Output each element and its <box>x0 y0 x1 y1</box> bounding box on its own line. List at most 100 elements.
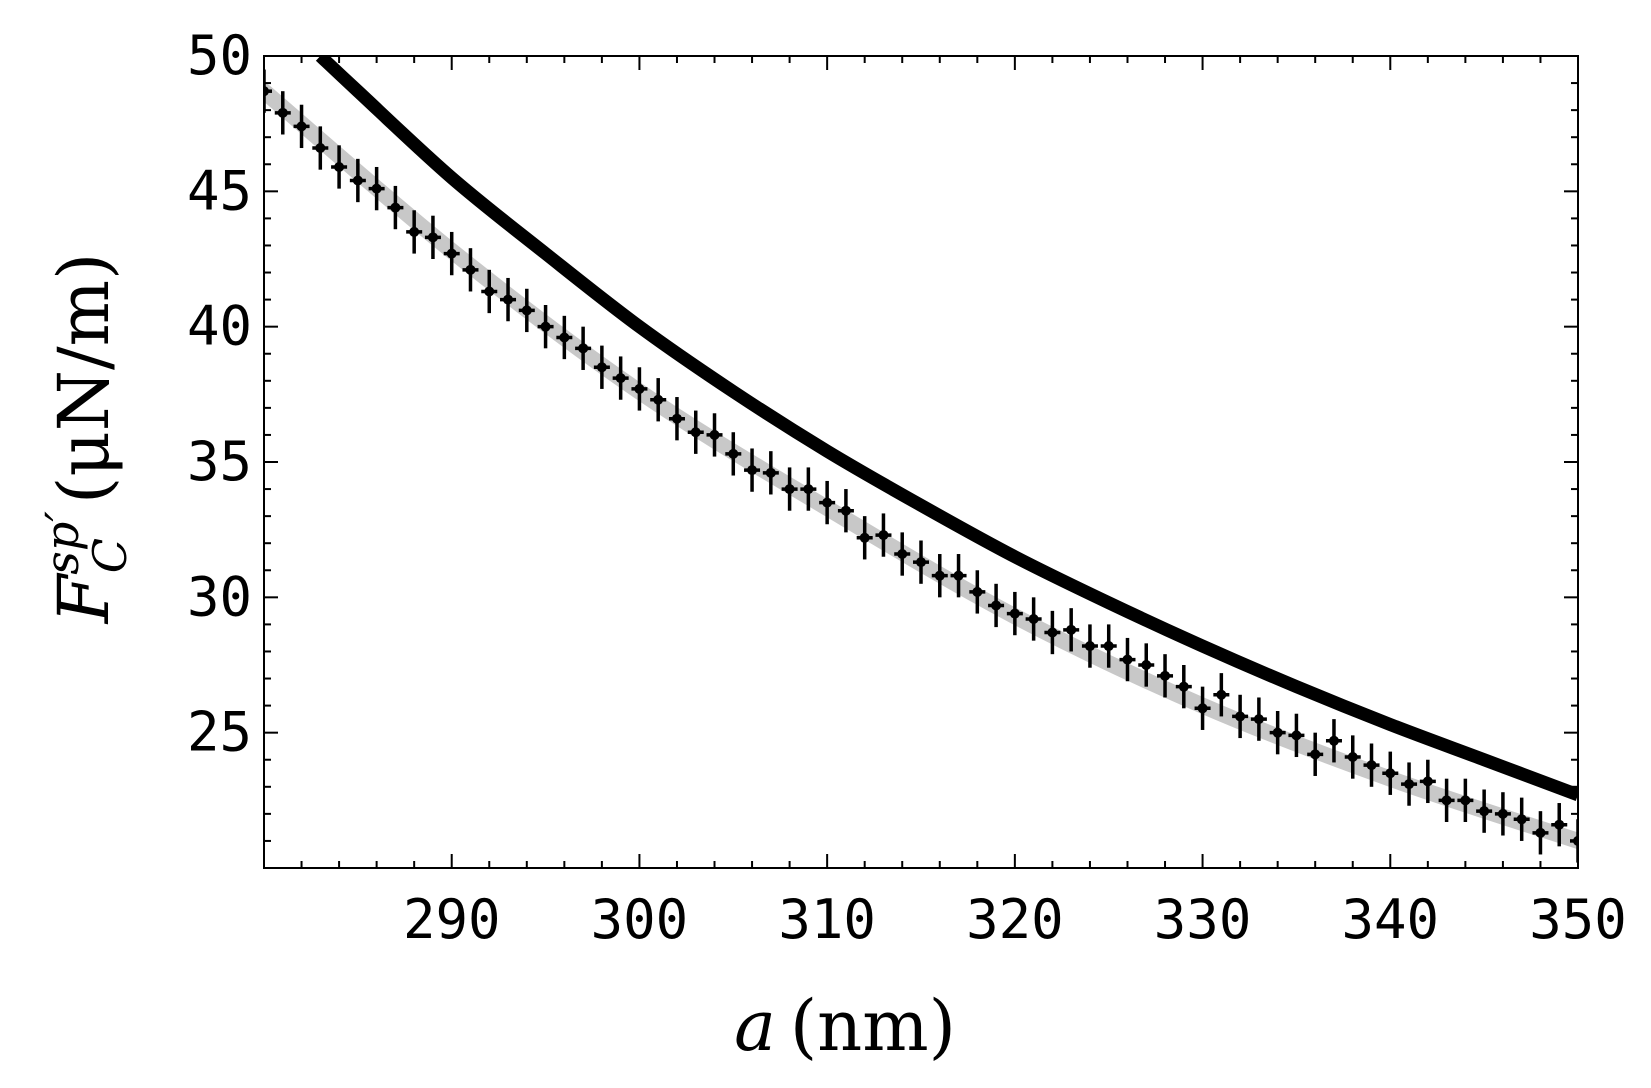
point-marker <box>315 143 326 154</box>
data-point <box>1325 719 1342 763</box>
point-marker <box>878 530 889 541</box>
y-tick-label: 35 <box>187 430 252 493</box>
tick-labels: 290 300 310 320 330 340 350 25 30 35 40 45 50 <box>187 24 1627 951</box>
point-marker <box>747 465 758 476</box>
data-point <box>462 248 479 292</box>
point-marker <box>1272 727 1283 738</box>
point-marker <box>1366 760 1377 771</box>
data-point <box>1157 654 1174 698</box>
data-point <box>518 288 535 333</box>
x-tick-label: 310 <box>778 888 876 951</box>
y-tick-label: 40 <box>187 295 252 358</box>
data-point <box>612 356 629 400</box>
data-point <box>1344 735 1361 779</box>
point-marker <box>784 484 795 495</box>
point-marker <box>634 383 645 394</box>
point-marker <box>352 175 363 186</box>
x-tick-label: 340 <box>1342 888 1440 951</box>
data-point <box>875 513 892 557</box>
point-marker <box>972 586 983 597</box>
point-marker <box>1066 624 1077 635</box>
point-marker <box>1497 808 1508 819</box>
data-point <box>331 145 348 189</box>
data-point <box>1269 711 1286 755</box>
point-marker <box>765 467 776 478</box>
data-point <box>1476 789 1493 833</box>
data-point <box>894 532 911 576</box>
point-marker <box>1460 795 1471 806</box>
x-axis-label: a (nm) <box>734 985 956 1067</box>
data-point <box>264 69 272 113</box>
data-point <box>1250 697 1267 741</box>
y-axis-sup: sp′ <box>35 511 89 575</box>
point-marker <box>334 161 345 172</box>
point-marker <box>991 600 1002 611</box>
point-marker <box>934 570 945 581</box>
point-marker <box>690 427 701 438</box>
point-marker <box>1385 768 1396 779</box>
point-marker <box>1535 827 1546 838</box>
data-point <box>1401 762 1418 806</box>
point-marker <box>1291 730 1302 741</box>
data-points-layer <box>264 69 1578 863</box>
x-tick-label: 320 <box>966 888 1064 951</box>
point-marker <box>296 121 307 132</box>
point-marker <box>1160 670 1171 681</box>
data-point <box>575 326 592 370</box>
point-marker <box>1479 806 1490 817</box>
point-marker <box>503 294 514 305</box>
data-point <box>481 269 498 314</box>
point-marker <box>1328 735 1339 746</box>
data-point <box>650 378 667 422</box>
data-point <box>406 210 423 254</box>
data-point <box>931 554 948 598</box>
plot-frame <box>263 55 1579 869</box>
data-point <box>1513 797 1530 841</box>
point-marker <box>840 505 851 516</box>
ticks-layer <box>263 55 1579 869</box>
data-point <box>837 489 854 533</box>
data-point <box>706 413 723 457</box>
data-point <box>1119 637 1136 682</box>
data-point <box>593 345 610 389</box>
x-tick-label: 290 <box>403 888 501 951</box>
point-marker <box>1122 654 1133 665</box>
data-point <box>1194 686 1211 730</box>
point-marker <box>653 394 664 405</box>
data-point <box>1494 792 1511 836</box>
point-marker <box>390 202 401 213</box>
x-tick-label: 300 <box>591 888 689 951</box>
data-point <box>819 480 836 525</box>
x-tick-label: 330 <box>1154 888 1252 951</box>
y-axis-sub: C <box>83 538 137 573</box>
point-marker <box>596 362 607 373</box>
x-axis-var: a <box>734 985 776 1067</box>
point-marker <box>1441 795 1452 806</box>
point-marker <box>521 305 532 316</box>
point-marker <box>897 549 908 560</box>
point-marker <box>1347 752 1358 763</box>
point-marker <box>1178 681 1189 692</box>
data-point <box>1457 778 1474 822</box>
y-tick-label: 50 <box>187 24 252 87</box>
data-point <box>1532 811 1549 855</box>
point-marker <box>709 429 720 440</box>
data-point <box>762 451 779 495</box>
theory-curve-line <box>315 56 1578 802</box>
theory-curve-layer <box>315 56 1578 802</box>
data-point <box>1175 665 1192 709</box>
data-point <box>631 367 648 411</box>
data-point <box>781 467 798 511</box>
x-tick-label: 350 <box>1529 888 1627 951</box>
point-marker <box>671 413 682 424</box>
data-point <box>1419 759 1436 804</box>
point-marker <box>1516 814 1527 825</box>
point-marker <box>803 484 814 495</box>
x-axis-unit: (nm) <box>790 985 956 1067</box>
data-point <box>1438 778 1455 822</box>
point-marker <box>540 321 551 332</box>
y-tick-label: 30 <box>187 565 252 628</box>
fit-band-line <box>264 83 1578 849</box>
data-point <box>1232 694 1249 739</box>
